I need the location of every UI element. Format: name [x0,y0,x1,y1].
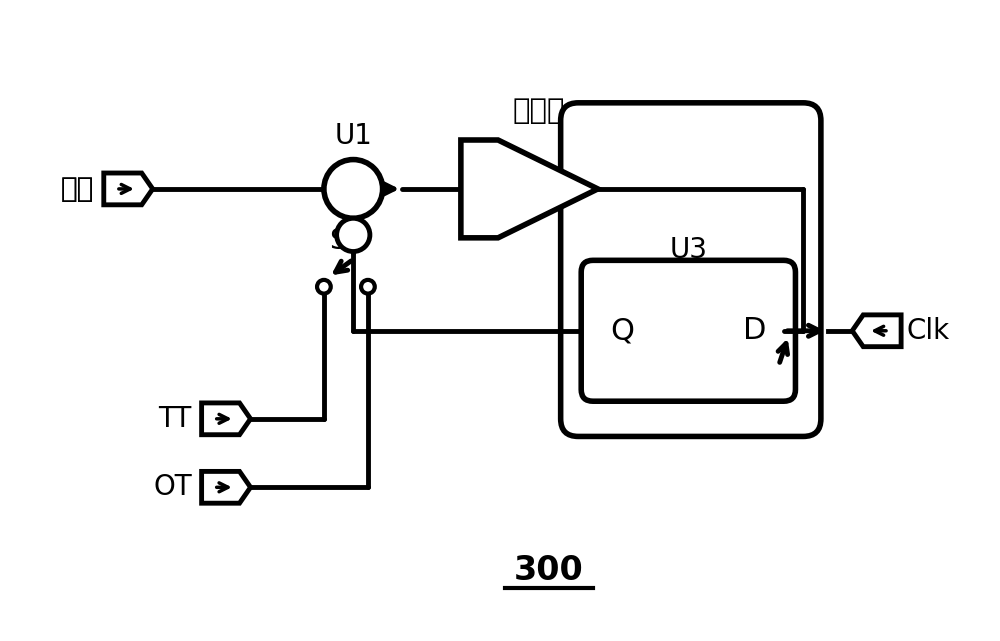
Text: OT: OT [153,473,192,501]
Text: S1: S1 [329,228,364,256]
Text: U2: U2 [519,190,557,217]
Text: TT: TT [159,405,192,433]
Circle shape [337,219,370,251]
Text: U3: U3 [669,237,707,264]
Polygon shape [461,140,598,238]
Circle shape [324,160,383,219]
Circle shape [317,280,331,294]
Text: Q: Q [610,316,634,345]
Text: U1: U1 [334,122,372,150]
FancyBboxPatch shape [581,260,795,401]
Circle shape [361,280,375,294]
Text: 300: 300 [514,554,584,587]
Text: 输入: 输入 [61,175,94,203]
Text: 输入: 输入 [61,175,94,203]
Text: 滤波器: 滤波器 [513,97,565,126]
FancyBboxPatch shape [561,103,821,437]
Text: D: D [743,316,766,345]
Text: Clk: Clk [906,317,949,345]
